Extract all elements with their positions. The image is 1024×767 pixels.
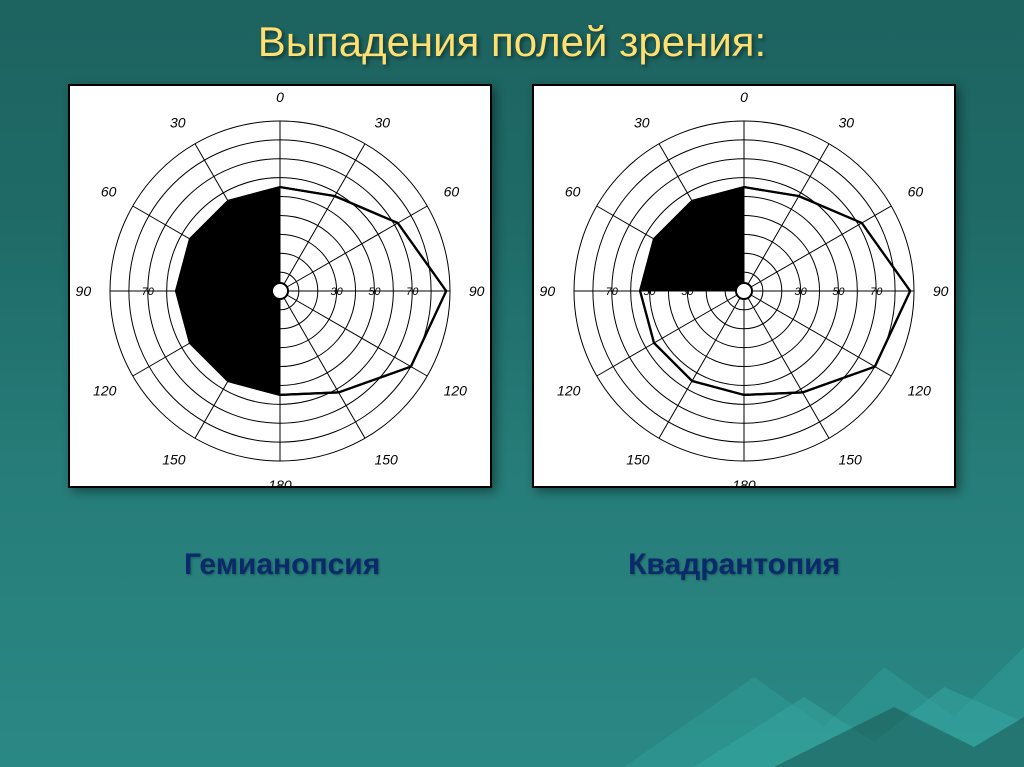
caption-hemianopsia: Гемианопсия xyxy=(184,548,380,582)
svg-text:150: 150 xyxy=(374,452,398,468)
svg-text:70: 70 xyxy=(870,286,883,298)
svg-text:120: 120 xyxy=(444,382,468,398)
svg-text:180: 180 xyxy=(268,477,292,486)
svg-text:70: 70 xyxy=(606,286,619,298)
svg-text:30: 30 xyxy=(795,286,808,298)
svg-text:30: 30 xyxy=(838,114,854,130)
svg-text:30: 30 xyxy=(170,114,186,130)
svg-text:60: 60 xyxy=(908,184,924,200)
svg-text:120: 120 xyxy=(557,382,581,398)
chart-quadrantanopia: 0306090120150180150120906030303050507070 xyxy=(532,84,956,488)
svg-text:150: 150 xyxy=(162,452,186,468)
svg-text:90: 90 xyxy=(540,283,556,299)
slide-title: Выпадения полей зрения: xyxy=(0,0,1024,66)
svg-text:30: 30 xyxy=(374,114,390,130)
svg-text:30: 30 xyxy=(331,286,344,298)
svg-text:50: 50 xyxy=(832,286,845,298)
slide: Выпадения полей зрения: 0 30 60 90 120 150 180… xyxy=(0,0,1024,767)
svg-text:90: 90 xyxy=(469,283,485,299)
svg-text:90: 90 xyxy=(76,283,92,299)
svg-text:60: 60 xyxy=(565,184,581,200)
charts-row: 0 30 60 90 120 150 180 150 120 90 60 30 30 30 50 50 70 70… xyxy=(0,84,1024,488)
svg-text:120: 120 xyxy=(908,382,932,398)
chart-hemianopsia: 0306090120150180150120906030303050507070 xyxy=(68,84,492,488)
svg-text:70: 70 xyxy=(406,286,419,298)
decorative-corner xyxy=(574,567,1024,767)
svg-text:60: 60 xyxy=(101,184,117,200)
svg-text:30: 30 xyxy=(634,114,650,130)
svg-text:90: 90 xyxy=(933,283,949,299)
svg-text:180: 180 xyxy=(732,477,756,486)
svg-text:150: 150 xyxy=(838,452,862,468)
caption-quadrantanopia: Квадрантопия xyxy=(628,548,840,582)
svg-text:0: 0 xyxy=(276,89,284,105)
svg-text:150: 150 xyxy=(626,452,650,468)
svg-text:60: 60 xyxy=(444,184,460,200)
svg-text:50: 50 xyxy=(368,286,381,298)
svg-text:0: 0 xyxy=(740,89,748,105)
svg-text:70: 70 xyxy=(142,286,155,298)
svg-text:120: 120 xyxy=(93,382,117,398)
captions-row: Гемианопсия Квадрантопия xyxy=(0,548,1024,582)
